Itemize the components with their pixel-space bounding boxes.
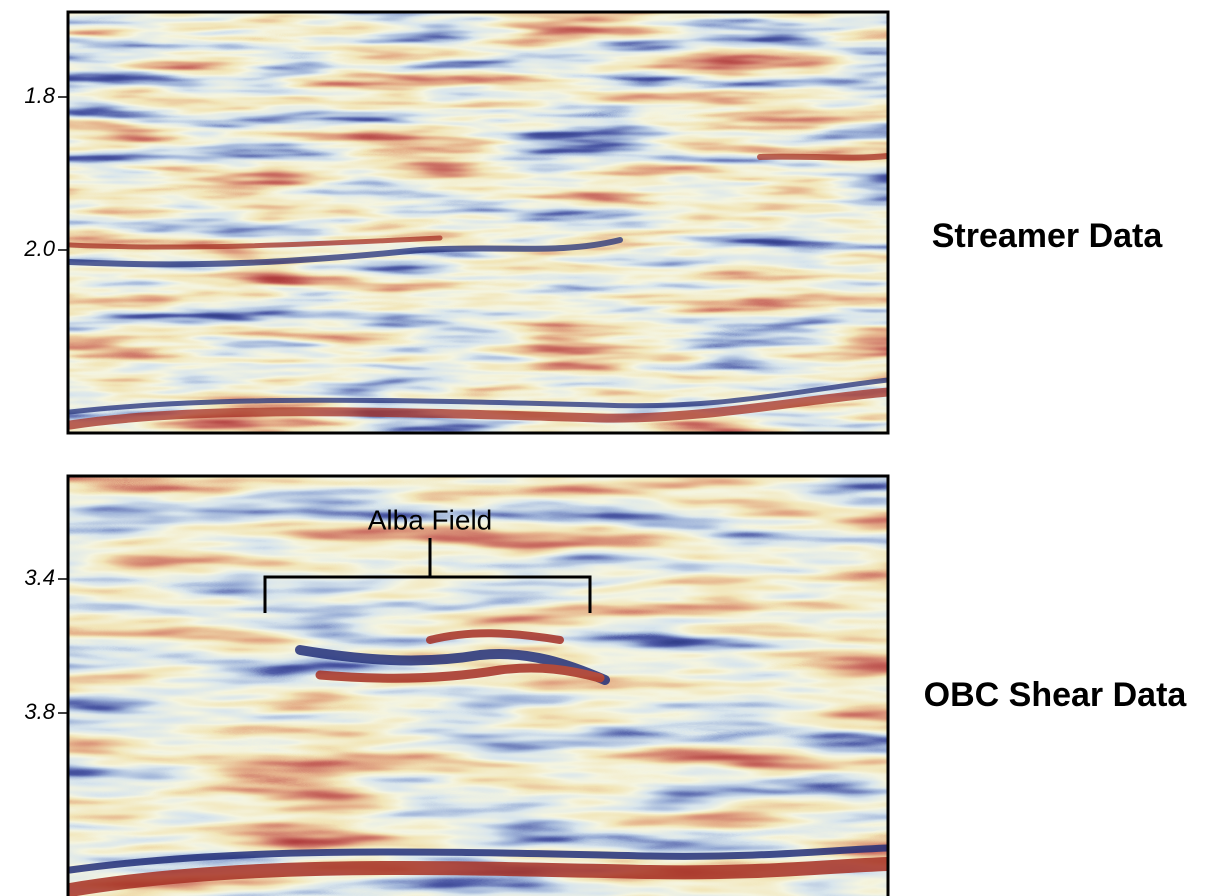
annotation: Alba Field [368,504,493,535]
seismic-panel [68,12,888,433]
seismic-panel [68,476,888,896]
tick-label: 1.8 [24,83,55,108]
tick-label: 2.0 [23,236,55,261]
seismic-image [68,12,888,433]
panel-label: OBC Shear Data [924,676,1188,714]
tick-label: 3.8 [24,699,55,724]
figure: 1.8 2.0 Streamer Data 3.4 3.8 OBC Shear … [0,0,1218,896]
tick-label: 3.4 [24,565,55,590]
seismic-image [68,476,888,896]
panel-label: Streamer Data [932,217,1164,255]
